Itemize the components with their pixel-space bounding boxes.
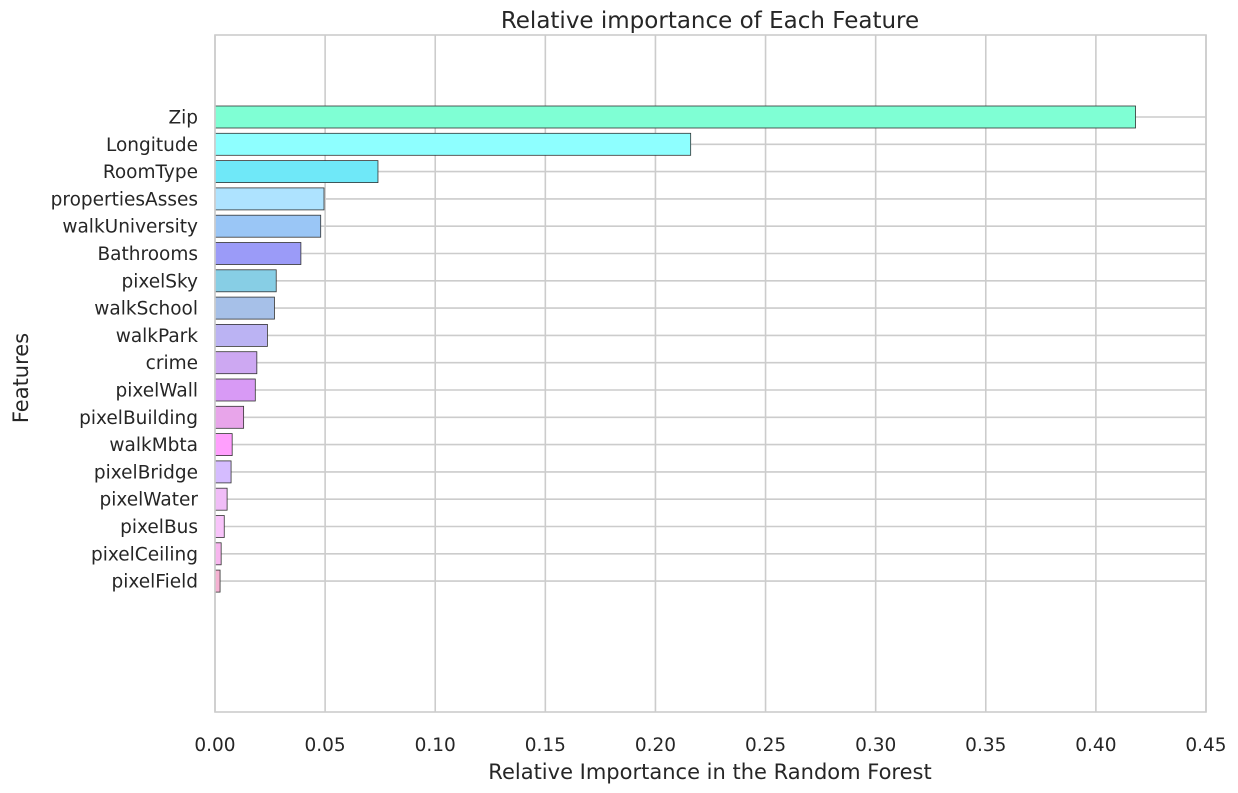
bar-Zip	[214, 105, 1136, 129]
x-tick-label: 0.40	[1075, 735, 1116, 756]
bar-walkUniversity	[214, 214, 322, 238]
bar-RoomType	[214, 160, 379, 184]
y-tick-label: pixelBridge	[94, 462, 198, 483]
bar-pixelCeiling	[214, 542, 222, 566]
x-tick-label: 0.20	[635, 735, 676, 756]
y-tick-label: walkMbta	[109, 435, 198, 456]
chart-title: Relative importance of Each Feature	[501, 8, 919, 34]
y-axis-label: Features	[9, 333, 33, 423]
x-tick-label: 0.35	[965, 735, 1006, 756]
y-tick-label: RoomType	[103, 162, 198, 183]
bar-crime	[214, 351, 258, 375]
bar-Longitude	[214, 132, 692, 156]
y-tick-label: pixelCeiling	[91, 544, 198, 565]
plot-frame	[214, 34, 1207, 713]
y-tick-labels: Zip Longitude RoomType propertiesAsses walkU…	[51, 108, 199, 593]
y-tick-label: crime	[146, 353, 198, 374]
x-axis-label: Relative Importance in the Random Forest	[488, 760, 931, 784]
x-tick-label: 0.25	[745, 735, 786, 756]
y-tick-label: propertiesAsses	[51, 189, 198, 210]
x-tick-label: 0.30	[855, 735, 896, 756]
y-tick-label: pixelSky	[121, 271, 198, 292]
bar-pixelBridge	[214, 460, 232, 484]
bar-pixelWater	[214, 487, 228, 511]
bar-pixelWall	[214, 378, 256, 402]
x-tick-label: 0.00	[194, 735, 235, 756]
y-tick-label: Bathrooms	[97, 244, 198, 265]
y-tick-label: walkSchool	[94, 299, 198, 320]
y-tick-label: Zip	[168, 108, 198, 129]
x-tick-labels: 0.00 0.05 0.10 0.15 0.20 0.25 0.30 0.35 0.40 0.45	[194, 735, 1226, 756]
x-tick-label: 0.05	[305, 735, 346, 756]
bar-propertiesAsses	[214, 187, 325, 211]
bar-walkSchool	[214, 296, 275, 320]
bars-layer	[214, 105, 1136, 593]
bar-pixelBus	[214, 515, 225, 538]
x-tick-label: 0.10	[415, 735, 456, 756]
bar-pixelBuilding	[214, 405, 245, 429]
y-tick-label: walkUniversity	[62, 217, 198, 238]
x-tick-label: 0.15	[525, 735, 566, 756]
y-tick-label: walkPark	[116, 326, 199, 347]
y-tick-label: pixelField	[112, 572, 198, 593]
bar-pixelSky	[214, 269, 277, 293]
y-tick-label: Longitude	[106, 135, 198, 156]
y-tick-label: pixelWater	[100, 490, 199, 511]
bar-walkMbta	[214, 433, 233, 457]
bar-Bathrooms	[214, 242, 302, 265]
bar-walkPark	[214, 323, 268, 347]
y-tick-label: pixelBus	[120, 517, 198, 538]
y-tick-label: pixelBuilding	[79, 408, 198, 429]
x-tick-label: 0.45	[1185, 735, 1226, 756]
y-tick-label: pixelWall	[115, 381, 198, 402]
